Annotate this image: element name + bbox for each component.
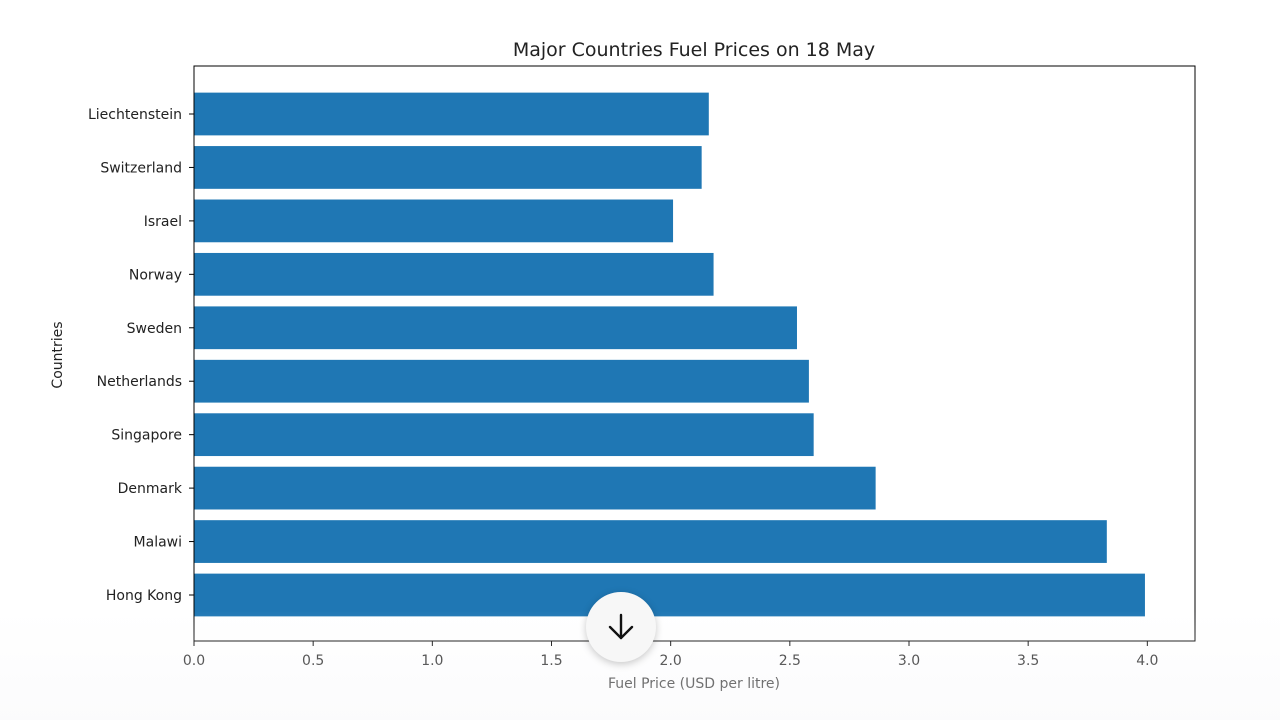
x-tick-label: 2.0: [660, 653, 682, 669]
y-tick-label: Netherlands: [97, 374, 182, 390]
y-tick-label: Liechtenstein: [88, 107, 182, 123]
chart-title: Major Countries Fuel Prices on 18 May: [513, 39, 875, 61]
bar-switzerland: [194, 146, 702, 189]
y-tick-label: Denmark: [118, 481, 183, 497]
bar-liechtenstein: [194, 92, 709, 136]
y-tick-label: Israel: [144, 214, 182, 230]
bar-singapore: [194, 413, 814, 457]
bar-denmark: [194, 466, 876, 510]
y-tick-label: Hong Kong: [106, 588, 182, 604]
x-tick-label: 1.0: [421, 653, 443, 669]
bar-netherlands: [194, 359, 809, 403]
arrow-down-icon: [608, 613, 634, 640]
y-tick-label: Switzerland: [100, 160, 182, 176]
x-tick-label: 1.5: [540, 653, 562, 669]
y-axis-label: Countries: [50, 321, 66, 388]
bar-israel: [194, 199, 674, 243]
x-axis-label: Fuel Price (USD per litre): [608, 676, 780, 692]
bar-sweden: [194, 306, 797, 350]
scroll-down-button[interactable]: [586, 592, 656, 662]
x-tick-label: 2.5: [779, 653, 801, 669]
x-tick-label: 0.0: [183, 653, 205, 669]
bar-malawi: [194, 520, 1107, 563]
y-tick-label: Sweden: [127, 321, 182, 337]
bar-norway: [194, 252, 714, 296]
x-tick-label: 0.5: [302, 653, 324, 669]
y-tick-label: Singapore: [111, 428, 182, 444]
bars: [194, 92, 1145, 617]
y-tick-label: Malawi: [134, 535, 182, 551]
bar-hong-kong: [194, 573, 1145, 617]
x-tick-label: 3.0: [898, 653, 920, 669]
x-tick-label: 4.0: [1136, 653, 1158, 669]
x-tick-label: 3.5: [1017, 653, 1039, 669]
y-tick-label: Norway: [129, 267, 182, 283]
